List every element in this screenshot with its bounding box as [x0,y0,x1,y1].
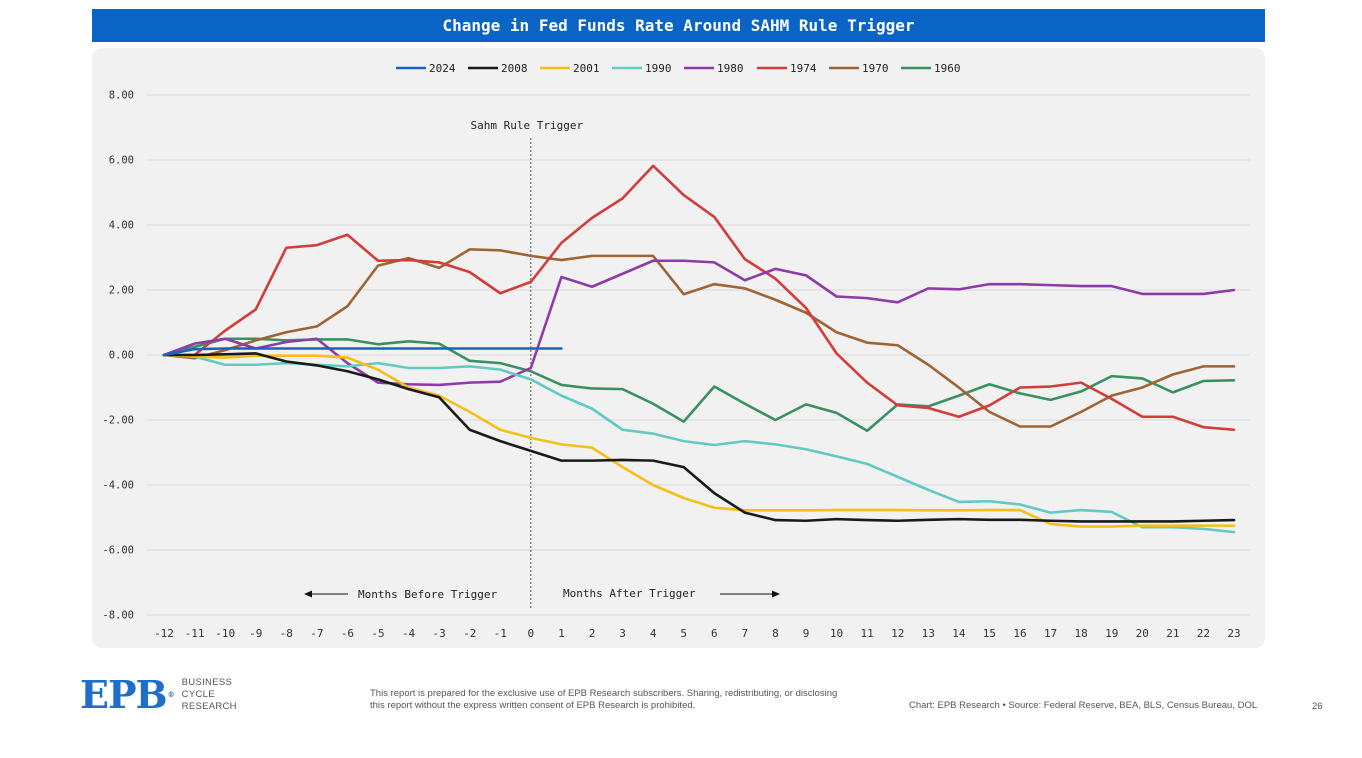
logo-tagline: BUSINESS CYCLE RESEARCH [182,677,237,713]
x-tick-label: 8 [772,627,779,640]
logo-mark-text: EPB [80,672,168,717]
logo-line-2: CYCLE [181,689,215,700]
x-tick-label: 11 [861,627,874,640]
x-tick-label: 20 [1136,627,1149,640]
months-before-label: Months Before Trigger [358,588,497,601]
x-tick-label: -6 [341,627,354,640]
series-line-1974 [162,164,1236,432]
x-tick-label: 10 [830,627,843,640]
legend-label-1990: 1990 [645,62,672,75]
y-tick-label: 4.00 [109,220,134,232]
legend-label-2001: 2001 [573,62,600,75]
page-number: 26 [1312,701,1323,712]
y-tick-label: -4.00 [102,480,134,492]
x-tick-label: -10 [215,627,235,640]
x-tick-label: 18 [1075,627,1088,640]
x-tick-label: -12 [154,627,174,640]
logo-line-1: BUSINESS [181,677,233,688]
series-line-2024 [162,347,563,357]
legend-label-1974: 1974 [790,62,817,75]
logo-line-3: RESEARCH [181,701,237,712]
disclaimer-text: This report is prepared for the exclusiv… [370,688,838,711]
series-line-2008 [162,352,1236,523]
x-tick-label: -1 [494,627,507,640]
trigger-label: Sahm Rule Trigger [471,119,584,132]
series-line-1990 [162,353,1236,534]
logo-registered-mark: ® [167,690,175,699]
legend-label-1980: 1980 [717,62,744,75]
legend-label-1960: 1960 [934,62,961,75]
x-tick-label: 12 [891,627,904,640]
x-tick-label: 4 [650,627,657,640]
x-tick-label: 17 [1044,627,1057,640]
x-tick-label: 9 [803,627,810,640]
x-tick-label: -8 [280,627,293,640]
x-tick-label: -5 [371,627,384,640]
x-tick-label: 5 [680,627,687,640]
x-tick-label: -4 [402,627,416,640]
series-line-1960 [162,337,1236,433]
y-tick-label: -2.00 [102,415,134,427]
x-tick-label: 23 [1227,627,1240,640]
y-tick-label: 2.00 [109,285,134,297]
series-line-1970 [162,248,1236,428]
x-tick-label: 21 [1166,627,1179,640]
before-arrow-head [304,590,312,598]
x-tick-label: 1 [558,627,565,640]
x-tick-label: -9 [249,627,262,640]
epb-logo: EPB® BUSINESS CYCLE RESEARCH [80,676,237,714]
chart-panel: 8.00 6.00 4.00 2.00 0.00 -2.00 -4.00 -6.00 -8.00… [92,48,1265,648]
x-tick-label: 7 [742,627,749,640]
x-tick-label: 6 [711,627,718,640]
x-tick-label: -7 [310,627,323,640]
x-tick-label: 15 [983,627,996,640]
x-tick-label: 22 [1197,627,1210,640]
x-tick-label: 3 [619,627,626,640]
after-arrow-head [772,590,780,598]
legend-label-2024: 2024 [429,62,456,75]
x-tick-label: 0 [528,627,535,640]
x-tick-label: 14 [952,627,966,640]
x-tick-label: 13 [922,627,935,640]
y-tick-label: 8.00 [109,90,134,102]
legend-label-2008: 2008 [501,62,528,75]
legend-label-1970: 1970 [862,62,889,75]
y-tick-label: 0.00 [109,350,134,362]
chart-title: Change in Fed Funds Rate Around SAHM Rul… [92,9,1265,42]
x-tick-label: -2 [463,627,476,640]
y-tick-label: -6.00 [102,545,134,557]
x-tick-label: -11 [185,627,205,640]
y-tick-label: 6.00 [109,155,134,167]
x-tick-label: 2 [589,627,596,640]
series-line-1980 [162,259,1236,387]
line-chart: 8.00 6.00 4.00 2.00 0.00 -2.00 -4.00 -6.00 -8.00… [102,62,1250,640]
months-after-label: Months After Trigger [563,587,696,600]
x-tick-label: -3 [433,627,446,640]
x-tick-label: 16 [1013,627,1026,640]
y-tick-label: -8.00 [102,610,134,622]
series-line-2001 [162,353,1236,528]
source-note: Chart: EPB Research • Source: Federal Re… [909,700,1258,711]
x-tick-label: 19 [1105,627,1118,640]
